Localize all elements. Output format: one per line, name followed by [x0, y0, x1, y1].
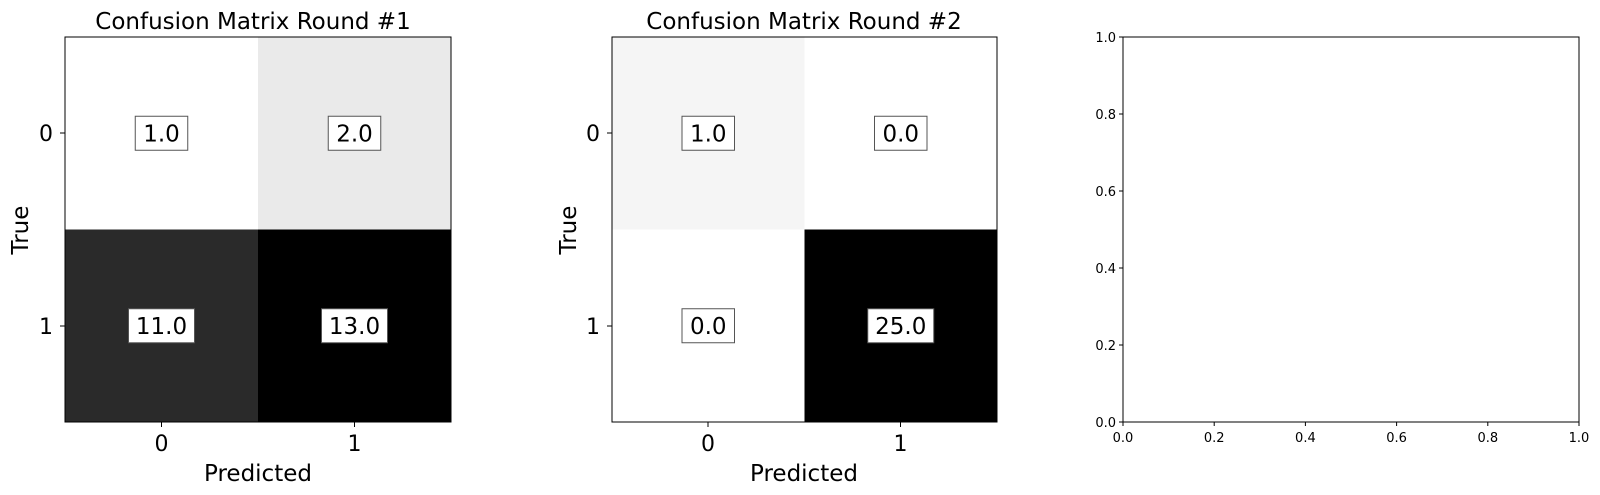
x-tick-label: 0 [701, 432, 715, 457]
cell-value-label: 0.0 [690, 314, 727, 340]
y-tick-label: 0.2 [1095, 339, 1116, 354]
cell-value-label: 13.0 [329, 314, 380, 340]
confusion-matrix-panel-2: Confusion Matrix Round #2 1.0 0.00.0 25.0 … [556, 9, 998, 487]
y-tick-label: 1 [586, 315, 600, 340]
cell-label-box [321, 308, 388, 344]
y-tick-label: 1 [39, 315, 53, 340]
empty-axes-ticks: 0.0 0.2 0.4 0.6 0.8 1.0 0.0 0.2 0.4 0.6 0.8 1.0 [1095, 31, 1589, 446]
y-tick-label: 0.8 [1095, 108, 1116, 123]
y-axis-label: True [556, 206, 582, 256]
cell-label-box [867, 308, 935, 344]
x-tick-label: 0.4 [1295, 431, 1316, 446]
x-axis-label: Predicted [204, 461, 312, 487]
cell-label-box [327, 115, 382, 151]
cell-value-label: 11.0 [136, 314, 187, 340]
plot-frame [611, 36, 998, 423]
y-axis: 0 1 True [556, 122, 612, 340]
x-tick-label: 1.0 [1569, 431, 1590, 446]
y-axis: 0 1 True [8, 122, 65, 340]
x-tick-label: 0.0 [1113, 431, 1134, 446]
x-tick-label: 1 [348, 432, 362, 457]
chart-title: Confusion Matrix Round #1 [95, 9, 410, 35]
empty-axes-panel: 0.0 0.2 0.4 0.6 0.8 1.0 0.0 0.2 0.4 0.6 0.8 1.0 [1095, 31, 1589, 446]
x-tick-label: 1 [894, 432, 908, 457]
x-tick-label: 0 [155, 432, 169, 457]
cell-value-label: 25.0 [875, 314, 926, 340]
y-tick-label: 1.0 [1095, 31, 1116, 46]
x-tick-label: 0.8 [1477, 431, 1498, 446]
cell-label-box [134, 115, 189, 151]
x-tick-label: 0.2 [1204, 431, 1225, 446]
plot-frame [64, 36, 452, 423]
cell-value-label: 1.0 [690, 121, 727, 147]
cell-label-box [681, 115, 735, 151]
heatmap-cells: 1.0 0.0 0.0 25.0 [612, 37, 997, 422]
y-tick-label: 0 [39, 122, 53, 147]
x-axis: 0 1 Predicted [155, 422, 362, 487]
y-tick-label: 0 [586, 122, 600, 147]
cell-label-box [128, 308, 195, 344]
x-tick-label: 0.6 [1386, 431, 1407, 446]
confusion-matrix-panel-1: Confusion Matrix Round #1 1.0 2.0 11.0 13.0… [8, 9, 452, 487]
cell-label-box [681, 308, 735, 344]
y-axis-label: True [8, 206, 34, 256]
x-axis-label: Predicted [750, 461, 858, 487]
y-tick-label: 0.4 [1095, 262, 1116, 277]
x-axis: 0 1 Predicted [701, 422, 908, 487]
chart-title: Confusion Matrix Round #2 [646, 9, 961, 35]
y-tick-label: 0.0 [1095, 416, 1116, 431]
cell-label-box [874, 115, 928, 151]
plot-frame [1122, 36, 1580, 423]
cell-value-label: 1.0 [143, 121, 180, 147]
heatmap-cells: 1.0 2.0 11.0 13.0 [65, 37, 451, 422]
cell-value-label: 2.0 [336, 121, 373, 147]
y-tick-label: 0.6 [1095, 185, 1116, 200]
cell-value-label: 0.0 [882, 121, 919, 147]
